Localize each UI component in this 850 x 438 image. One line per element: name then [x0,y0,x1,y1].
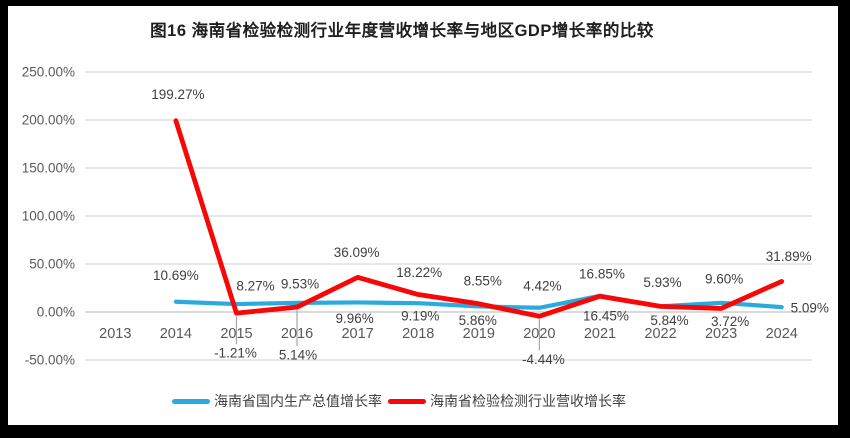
series-line-revenue [173,118,785,319]
y-tick-label: 150.00% [22,161,75,176]
legend-swatch-gdp-icon [172,398,210,404]
data-label: 10.69% [153,268,199,283]
legend-swatch-revenue-icon [388,398,426,404]
y-tick-label: 100.00% [22,209,75,224]
data-label: 4.42% [523,278,561,293]
data-label: -4.44% [522,352,565,367]
legend-label-revenue: 海南省检验检测行业营收增长率 [430,393,626,409]
data-label: 9.19% [401,309,439,324]
data-label: 199.27% [151,87,204,102]
y-tick-label: 50.00% [29,257,75,272]
data-label: 3.72% [711,314,749,329]
data-label: 8.55% [464,273,502,288]
x-tick-label: 2024 [766,326,798,342]
data-label: 5.84% [650,313,688,328]
y-tick-label: 0.00% [37,305,75,320]
data-label: 5.09% [791,301,829,316]
data-label: 31.89% [766,249,812,264]
legend-item-revenue: 海南省检验检测行业营收增长率 [388,391,626,411]
data-label: 5.93% [643,275,681,290]
x-tick-label: 2013 [99,326,131,342]
x-tick-label: 2022 [644,326,676,342]
legend-item-gdp: 海南省国内生产总值增长率 [172,391,382,411]
x-tick-label: 2017 [341,326,373,342]
x-tick-label: 2014 [160,326,192,342]
data-label: 9.96% [335,311,373,326]
data-label: 16.45% [583,309,629,324]
x-tick-label: 2018 [402,326,434,342]
data-label: 36.09% [334,245,380,260]
data-label: 5.86% [459,313,497,328]
y-tick-label: -50.00% [25,353,75,368]
x-tick-label: 2021 [584,326,616,342]
x-tick-label: 2023 [705,326,737,342]
data-label: 16.85% [579,266,625,281]
y-tick-label: 200.00% [22,113,75,128]
data-label: 9.60% [705,271,743,286]
legend: 海南省国内生产总值增长率 海南省检验检测行业营收增长率 [0,391,850,411]
data-label: 8.27% [236,279,274,294]
data-label: 9.53% [281,276,319,291]
data-label: 5.14% [279,348,317,363]
data-label: 18.22% [396,265,442,280]
chart-title: 图16 海南省检验检测行业年度营收增长率与地区GDP增长率的比较 [150,22,654,40]
y-tick-label: 250.00% [22,65,75,80]
legend-label-gdp: 海南省国内生产总值增长率 [214,393,382,409]
x-tick-label: 2019 [463,326,495,342]
data-label: -1.21% [214,346,257,361]
